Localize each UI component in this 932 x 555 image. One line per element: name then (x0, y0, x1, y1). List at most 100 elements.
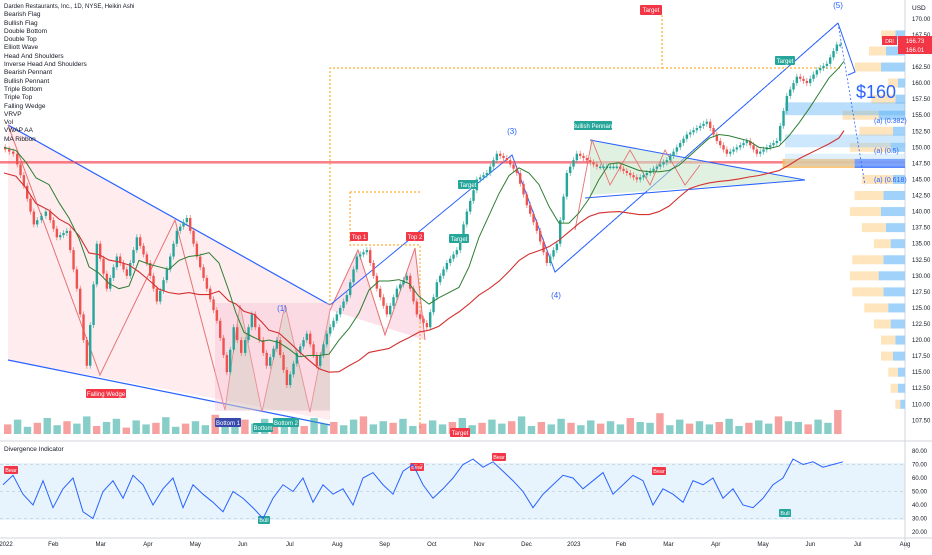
wedge-lower-line[interactable] (7, 359, 331, 426)
candle (22, 175, 26, 186)
price-axis[interactable]: 170.00 167.50 162.50 160.00 157.50 155.00 152.… (912, 17, 931, 425)
vp-bar-up (890, 239, 905, 249)
indicator-5[interactable]: Head And Shoulders (4, 52, 64, 60)
candle (349, 282, 352, 296)
candle (102, 258, 105, 274)
indicator-6[interactable]: Inverse Head And Shoulders (4, 61, 87, 69)
bottom-2-badge[interactable]: Bottom 2 (273, 418, 299, 427)
bull-badge-1[interactable]: Bull (258, 516, 270, 524)
time-tick: Aug (332, 542, 343, 548)
candle (399, 284, 402, 289)
target-badge-3[interactable]: Target (449, 234, 469, 243)
svg-text:Bottom 1: Bottom 1 (216, 421, 241, 427)
volume-bar (438, 424, 447, 434)
candle (322, 344, 325, 356)
candle (502, 155, 505, 159)
price-tick: 137.50 (912, 226, 931, 232)
candle (175, 230, 179, 244)
indicator-3[interactable]: Double Top (4, 36, 37, 44)
indicator-13[interactable]: Vol (4, 119, 14, 127)
candle (112, 267, 115, 278)
indicator-legend[interactable]: Darden Restaurants, Inc., 1D, NYSE, Heik… (4, 3, 134, 144)
candle (439, 275, 442, 283)
indicator-0[interactable]: Bearish Flag (4, 11, 41, 19)
target-badge-4[interactable]: Target (775, 56, 795, 65)
candle (332, 320, 335, 328)
target-badge-2[interactable]: Target (458, 180, 478, 189)
top-2-badge[interactable]: Top 2 (406, 232, 424, 241)
volume-bar (349, 419, 358, 434)
candle (572, 160, 575, 167)
price-tick: 162.50 (912, 65, 931, 71)
wedge-upper-line[interactable] (7, 124, 331, 306)
time-tick: Sep (379, 542, 390, 548)
volume-bar (419, 423, 427, 434)
candle (839, 44, 842, 47)
oscillator-axis[interactable]: 80.00 70.00 60.00 50.00 40.00 30.00 20.00 (912, 449, 928, 536)
price-tick: 145.00 (912, 177, 931, 183)
falling-wedge-badge[interactable]: Falling Wedge (86, 389, 126, 398)
vp-bar-down (852, 255, 884, 265)
target-badge-1[interactable]: Target (640, 5, 662, 15)
elliott-channel-dotted (554, 22, 839, 273)
pennant-zigzag (574, 138, 701, 231)
candle (492, 160, 495, 167)
bear-badge-1[interactable]: Bear (4, 466, 18, 474)
fib-zone (785, 102, 905, 116)
candle (539, 230, 542, 242)
indicator-9[interactable]: Triple Bottom (4, 85, 43, 93)
candle (305, 333, 309, 341)
candle (315, 355, 319, 366)
volume-bar (774, 416, 783, 434)
indicator-4[interactable]: Elliott Wave (4, 44, 39, 52)
bear-badge-4[interactable]: Bear (652, 467, 666, 475)
pennant-lower[interactable] (584, 179, 806, 199)
candle (72, 250, 75, 270)
osc-tick: 80.00 (912, 449, 928, 455)
top-1-badge[interactable]: Top 1 (350, 232, 368, 241)
candle (419, 314, 422, 319)
candle (169, 256, 172, 270)
bottom-badge[interactable]: Bottom (253, 423, 273, 432)
indicator-10[interactable]: Triple Top (4, 94, 33, 102)
candle (44, 211, 48, 216)
vp-bar-up (900, 399, 905, 409)
bottom-1-badge[interactable]: Bottom 1 (215, 418, 241, 427)
bullish-pennant-badge[interactable]: Bullish Pennant (572, 121, 614, 130)
indicator-14[interactable]: VWAP AA (4, 127, 33, 135)
candle (495, 153, 499, 161)
candle (719, 140, 722, 146)
candle (382, 297, 385, 306)
candle (119, 256, 122, 263)
time-tick: 2023 (567, 542, 581, 548)
candle (795, 76, 799, 84)
svg-text:Bottom 2: Bottom 2 (274, 421, 299, 427)
indicator-15[interactable]: MA Ribbon (4, 135, 36, 143)
volume-bar (132, 420, 140, 434)
indicator-7[interactable]: Bearish Pennant (4, 69, 53, 77)
indicator-11[interactable]: Falling Wedge (4, 102, 46, 110)
candle (92, 284, 95, 326)
candle (512, 164, 515, 169)
volume-bar (63, 421, 71, 434)
candle (302, 340, 305, 347)
indicator-8[interactable]: Bullish Pennant (4, 77, 50, 85)
time-tick: Mar (95, 542, 105, 548)
indicator-2[interactable]: Double Bottom (4, 27, 47, 35)
wave-3-label: (3) (507, 127, 517, 136)
bear-badge-3[interactable]: Bear (492, 453, 506, 461)
candle (179, 226, 182, 231)
indicator-1[interactable]: Bullish Flag (4, 19, 38, 27)
indicator-12[interactable]: VRVP (4, 110, 22, 118)
target-badge-5[interactable]: Target (450, 428, 470, 437)
volume-bar (43, 418, 51, 434)
bull-badge-2[interactable]: Bull (779, 509, 791, 517)
candle (32, 211, 36, 225)
candle (262, 340, 265, 353)
volume-bar (735, 426, 743, 434)
candle (452, 254, 455, 259)
volume-bar (656, 413, 664, 434)
time-axis[interactable]: 2022 Feb Mar Apr May Jun Jul Aug Sep Oct Nov Dec 202… (0, 542, 910, 548)
candle (682, 138, 685, 144)
